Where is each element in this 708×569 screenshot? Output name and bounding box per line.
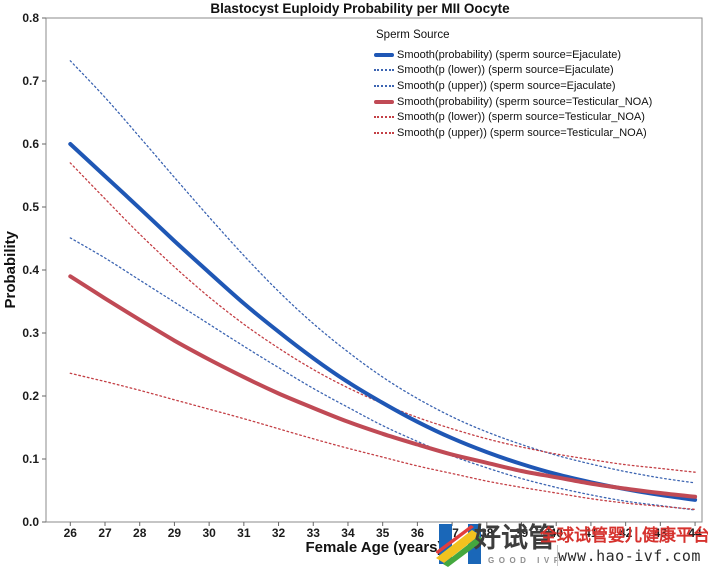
x-axis-label: Female Age (years): [305, 539, 443, 556]
y-axis-label: Probability: [2, 231, 19, 309]
legend-swatch: [374, 116, 394, 119]
legend-item: Smooth(p (upper)) (sperm source=Testicul…: [374, 125, 652, 141]
x-tick-label: 28: [133, 526, 147, 540]
legend-item: Smooth(probability) (sperm source=Ejacul…: [374, 47, 652, 63]
legend: Sperm Source Smooth(probability) (sperm …: [374, 29, 652, 141]
x-tick-label: 38: [480, 526, 494, 540]
brand-name-chinese: 好试管: [474, 523, 555, 553]
x-tick-label: 34: [341, 526, 355, 540]
legend-swatch: [374, 52, 394, 57]
legend-label: Smooth(probability) (sperm source=Ejacul…: [397, 48, 622, 61]
legend-item: Smooth(p (lower)) (sperm source=Testicul…: [374, 109, 652, 125]
y-tick-label: 0.8: [22, 11, 39, 25]
x-tick-label: 40: [550, 526, 564, 540]
y-tick-label: 0.7: [22, 74, 39, 88]
legend-label: Smooth(p (lower)) (sperm source=Ejaculat…: [397, 64, 614, 77]
legend-label: Smooth(p (upper)) (sperm source=Ejaculat…: [397, 79, 616, 92]
watermark-url: www.hao-ivf.com: [558, 547, 701, 565]
legend-label: Smooth(p (lower)) (sperm source=Testicul…: [397, 111, 645, 124]
legend-label: Smooth(probability) (sperm source=Testic…: [397, 95, 653, 108]
chart-title: Blastocyst Euploidy Probability per MII …: [210, 1, 510, 16]
x-tick-label: 41: [584, 526, 598, 540]
legend-swatch: [374, 131, 394, 134]
y-tick-label: 0.5: [22, 200, 39, 214]
curve-3: [68, 274, 698, 499]
x-tick-label: 27: [98, 526, 112, 540]
legend-label: Smooth(p (upper)) (sperm source=Testicul…: [397, 126, 647, 139]
x-tick-label: 32: [272, 526, 286, 540]
curve-4: [69, 372, 696, 511]
watermark-divider: [557, 545, 558, 566]
curve-0: [68, 142, 698, 502]
y-tick-label: 0.2: [22, 389, 39, 403]
x-tick-label: 29: [168, 526, 182, 540]
y-tick-label: 0.4: [22, 263, 39, 277]
x-tick-label: 43: [654, 526, 668, 540]
x-tick-label: 31: [237, 526, 251, 540]
x-tick-label: 39: [515, 526, 529, 540]
y-tick-label: 0.3: [22, 326, 39, 340]
x-tick-label: 36: [411, 526, 425, 540]
x-tick-label: 42: [619, 526, 633, 540]
y-tick-label: 0.6: [22, 137, 39, 151]
legend-title: Sperm Source: [376, 29, 450, 41]
watermark-tagline: 全球试管婴儿健康平台: [540, 526, 708, 545]
brand-logo-icon: [436, 524, 484, 567]
brand-name-english: GOOD IVF: [488, 556, 564, 565]
x-tick-label: 35: [376, 526, 390, 540]
legend-swatch: [374, 84, 394, 87]
y-tick-label: 0.1: [22, 452, 39, 466]
curve-2: [69, 60, 696, 484]
curve-1: [69, 237, 696, 511]
x-tick-label: 44: [688, 526, 702, 540]
x-tick-label: 26: [64, 526, 78, 540]
legend-swatch: [374, 69, 394, 72]
legend-swatch: [374, 99, 394, 104]
x-tick-label: 33: [307, 526, 321, 540]
x-tick-label: 30: [202, 526, 216, 540]
legend-item: Smooth(probability) (sperm source=Testic…: [374, 94, 652, 110]
y-tick-label: 0.0: [22, 515, 39, 529]
legend-item: Smooth(p (upper)) (sperm source=Ejaculat…: [374, 78, 652, 94]
legend-item: Smooth(p (lower)) (sperm source=Ejaculat…: [374, 63, 652, 79]
